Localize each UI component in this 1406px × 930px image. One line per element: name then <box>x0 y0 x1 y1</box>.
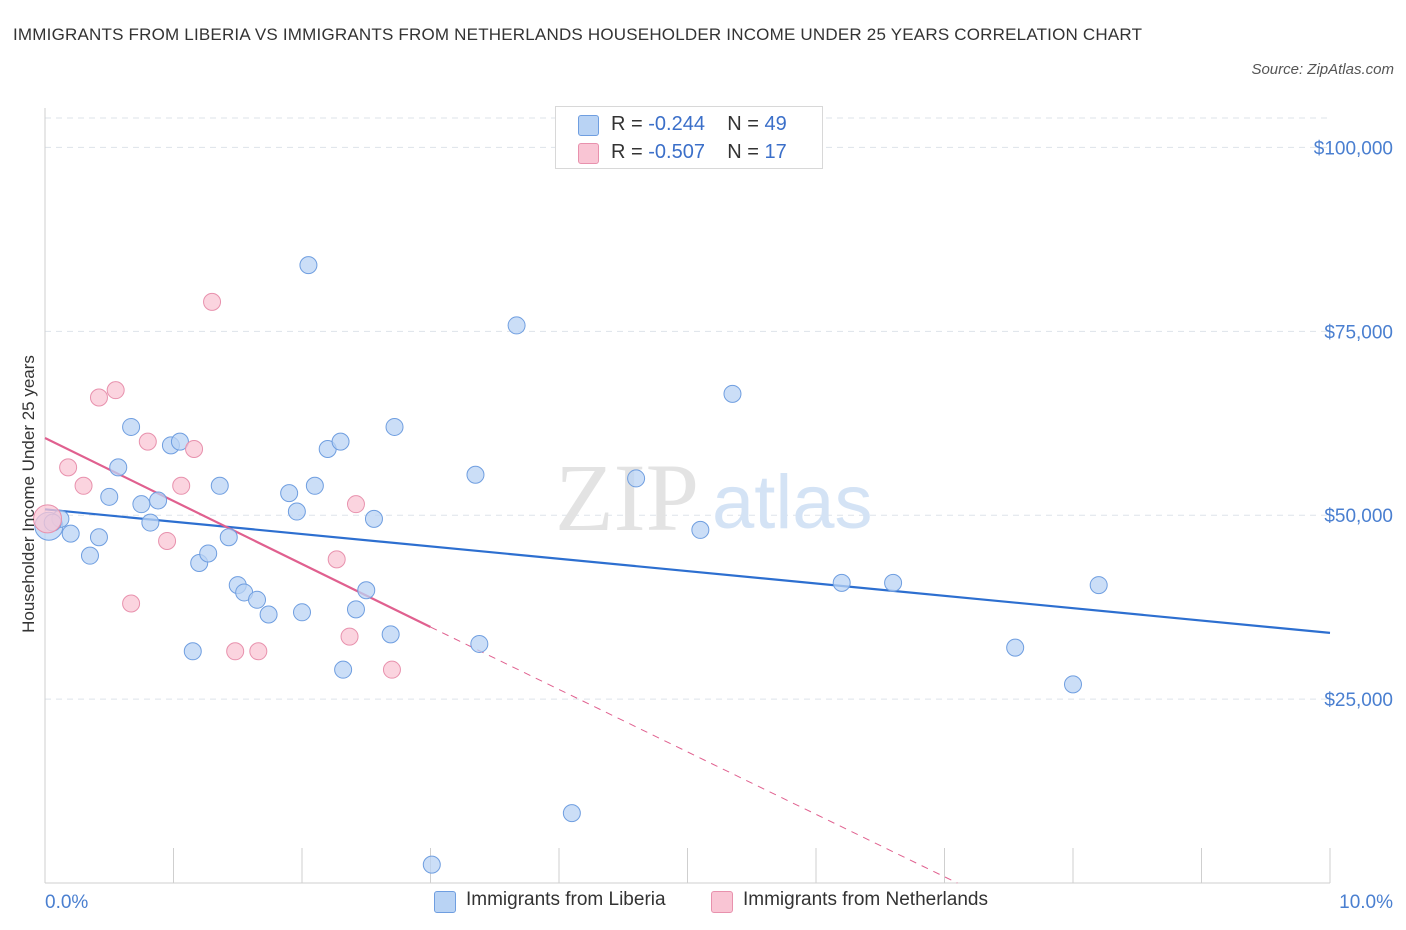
liberia-point <box>109 458 128 477</box>
netherlands-point <box>249 642 268 661</box>
liberia-point <box>331 432 350 451</box>
netherlands-point <box>89 388 108 407</box>
y-axis-label: Householder Income Under 25 years <box>19 355 38 633</box>
netherlands-point <box>172 476 191 495</box>
x-tick-label: 10.0% <box>1339 892 1393 913</box>
watermark-atlas: atlas <box>712 460 873 545</box>
liberia-point <box>80 546 99 565</box>
netherlands-point <box>203 292 222 311</box>
liberia-point <box>466 465 485 484</box>
liberia-point <box>470 634 489 653</box>
netherlands-point <box>106 381 125 400</box>
legend-row-liberia: R = -0.244 N = 49 <box>578 113 787 139</box>
legend-n-value: 17 <box>764 141 787 163</box>
liberia-point <box>299 256 318 275</box>
points-layer <box>33 256 1108 874</box>
label-layer: $25,000 $50,000 $75,000 $100,000 0.0% 10.0% Ho… <box>19 138 1393 913</box>
liberia-point <box>259 605 278 624</box>
chart-title: IMMIGRANTS FROM LIBERIA VS IMMIGRANTS FR… <box>13 25 1143 44</box>
legend-r-value: -0.507 <box>648 141 705 163</box>
legend-n-label: N = <box>727 113 765 135</box>
netherlands-point <box>185 440 204 459</box>
y-tick-label: $100,000 <box>1314 138 1393 159</box>
netherlands-swatch <box>578 143 599 164</box>
legend-r-label: R = <box>611 113 649 135</box>
legend-n-label: N = <box>727 141 765 163</box>
netherlands-point <box>33 504 63 534</box>
legend-n-value: 49 <box>764 113 787 135</box>
liberia-point <box>381 625 400 644</box>
axis-layer <box>44 108 1331 884</box>
netherlands-point <box>226 642 245 661</box>
liberia-point <box>422 855 441 874</box>
liberia-point <box>507 316 526 335</box>
liberia-point <box>132 495 151 514</box>
netherlands-point <box>138 432 157 451</box>
netherlands-point <box>346 495 365 514</box>
netherlands-trend-extension <box>430 626 958 884</box>
liberia-point <box>334 660 353 679</box>
liberia-point <box>141 513 160 532</box>
source-label: Source: ZipAtlas.com <box>1251 61 1394 78</box>
netherlands-point <box>122 594 141 613</box>
grid-layer <box>45 117 1330 700</box>
netherlands-point <box>327 550 346 569</box>
liberia-point <box>1006 638 1025 657</box>
netherlands-point <box>340 627 359 646</box>
liberia-point <box>723 384 742 403</box>
y-tick-label: $25,000 <box>1324 690 1393 711</box>
liberia-point <box>219 528 238 547</box>
liberia-point <box>287 502 306 521</box>
liberia-point <box>248 590 267 609</box>
liberia-point <box>1064 675 1082 694</box>
liberia-point <box>562 804 581 823</box>
netherlands-point <box>74 476 93 495</box>
liberia-point <box>61 524 80 543</box>
liberia-trend-line <box>44 508 1331 634</box>
netherlands-point <box>59 458 78 477</box>
legend-row-netherlands: R = -0.507 N = 17 <box>578 141 787 167</box>
liberia-point <box>884 573 903 592</box>
y-tick-label: $50,000 <box>1324 506 1393 527</box>
liberia-point <box>149 491 168 510</box>
liberia-point <box>122 417 141 436</box>
legend-r-value: -0.244 <box>648 113 705 135</box>
liberia-point <box>832 573 851 592</box>
bottom-legend-liberia-label: Immigrants from Liberia <box>466 889 666 910</box>
liberia-point <box>627 469 646 488</box>
liberia-point <box>170 432 189 451</box>
liberia-point <box>210 476 229 495</box>
liberia-point <box>280 484 299 503</box>
x-tick-label: 0.0% <box>45 892 88 913</box>
liberia-swatch <box>578 115 599 136</box>
liberia-point <box>364 509 383 528</box>
liberia-point <box>183 642 202 661</box>
liberia-point <box>199 544 218 563</box>
liberia-point <box>100 487 119 506</box>
liberia-point <box>89 528 108 547</box>
liberia-point <box>346 600 365 619</box>
watermark-zip: ZIP <box>555 444 699 551</box>
netherlands-point <box>382 660 401 679</box>
liberia-point <box>691 520 710 539</box>
liberia-point <box>305 476 324 495</box>
legend-r-label: R = <box>611 141 649 163</box>
liberia-point <box>385 417 404 436</box>
liberia-point <box>293 603 311 622</box>
bottom-legend-netherlands-label: Immigrants from Netherlands <box>743 889 988 910</box>
liberia-point <box>1089 576 1108 595</box>
y-tick-label: $75,000 <box>1324 322 1393 343</box>
correlation-legend: R = -0.244 N = 49 R = -0.507 N = 17 <box>555 106 823 169</box>
liberia-point <box>357 581 376 600</box>
watermark: ZIP atlas <box>555 444 873 551</box>
netherlands-point <box>158 531 177 550</box>
netherlands-swatch <box>711 891 733 913</box>
liberia-swatch <box>434 891 456 913</box>
